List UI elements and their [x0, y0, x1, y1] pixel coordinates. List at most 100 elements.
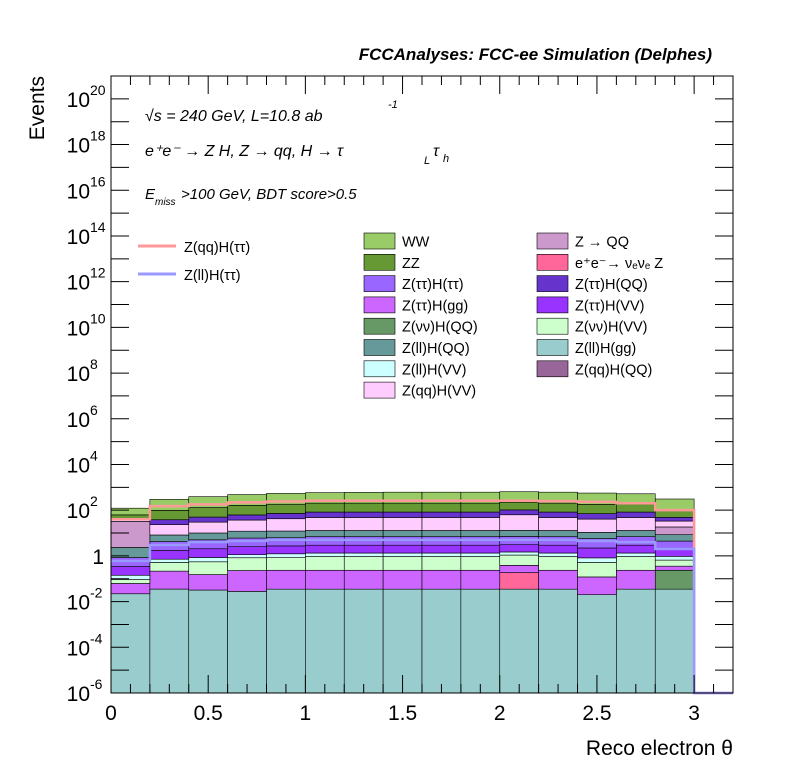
bar-ZtautauHVV-1	[149, 550, 190, 560]
bar-ZZ-3	[227, 505, 267, 516]
y-tick-exponent: 20	[90, 82, 106, 98]
bar-ZllHQQ-13	[616, 530, 656, 537]
bar-ZtautauHVV-5	[305, 544, 345, 554]
legend-label-ZtautauHgg: Z(ττ)H(gg)	[402, 298, 468, 314]
bar-ZllHVV-7	[382, 552, 423, 557]
bar-ZqqHVV-2	[188, 521, 228, 534]
bar-ZZ-7	[382, 502, 423, 513]
legend-swatch-ZtautauHQQ	[536, 275, 569, 292]
legend-swatch-ZtautauHgg	[363, 296, 396, 314]
bar-ZtautauHVV-0	[110, 566, 151, 576]
bar-ZZ-12	[577, 504, 617, 514]
y-tick-label: 10	[67, 89, 90, 112]
legend-label-ZllHgg: Z(ll)H(gg)	[575, 341, 636, 357]
bar-ZllHQQ-8	[421, 530, 462, 537]
bar-ZtautauHVV-8	[421, 544, 462, 554]
bar-ZllHVV-4	[266, 553, 306, 558]
y-tick-label: 10	[67, 363, 90, 386]
y-tick-exponent: -2	[90, 585, 103, 601]
bar-ZtautauHgg-13	[616, 569, 656, 590]
bar-ZtautauHQQ-2	[188, 516, 228, 523]
x-tick-label: 3	[688, 702, 700, 725]
y-tick-exponent: 10	[90, 310, 106, 326]
annotation-line3: E miss >100 GeV, BDT score>0.5	[145, 186, 357, 208]
y-tick-exponent: 18	[90, 128, 106, 144]
bar-ZtautauHQQ-14	[654, 517, 695, 522]
legend-swatch-ZllHQQ	[363, 339, 396, 356]
bar-ZtautauHgg-0	[110, 583, 151, 595]
bar-WW-1	[149, 499, 190, 511]
cut-text: >100 GeV, BDT score>0.5	[181, 186, 357, 203]
bar-ZllHgg-1	[149, 588, 190, 694]
legend-swatch-ZqqHVV	[363, 381, 396, 399]
bar-ZtautauHQQ-13	[616, 511, 656, 518]
signal-lines	[111, 499, 733, 695]
y-tick-exponent: 4	[90, 447, 98, 463]
y-tick-exponent: 2	[90, 493, 98, 509]
tau-h-symbol: τ	[433, 143, 440, 160]
bar-ZllHgg-8	[421, 588, 462, 694]
x-tick-label: 1	[300, 702, 312, 725]
annotation-line1: √s = 240 GeV, L=10.8 ab -1	[145, 99, 398, 125]
y-tick-exponent: 6	[90, 402, 98, 418]
bar-ZllHgg-3	[227, 591, 267, 694]
legend-label-WW: WW	[402, 235, 430, 251]
bar-ZllHQQ-6	[343, 530, 384, 537]
bar-ZtautauHgg-3	[227, 570, 267, 592]
bar-ZvvHVV-11	[538, 556, 578, 571]
bar-ZvvHVV-1	[149, 562, 190, 572]
bar-ZtautauHgg-11	[538, 569, 578, 590]
legend-label-Z_QQ: Z → QQ	[575, 235, 629, 251]
bar-ZZ-9	[460, 502, 501, 513]
x-tick-label: 2	[494, 702, 506, 725]
legend-label-ZtautauHQQ: Z(ττ)H(QQ)	[575, 277, 648, 293]
bar-ZvvHVV-2	[188, 561, 228, 575]
x-tick-label: 0.5	[194, 702, 223, 725]
bar-ZtautauHtautau-3	[227, 537, 267, 547]
y-axis-label: Events	[26, 76, 49, 140]
bar-ZtautauHQQ-3	[227, 514, 267, 521]
y-tick-label: 10	[67, 180, 90, 203]
bar-ZqqHVV-10	[499, 514, 539, 531]
bar-ZllHQQ-7	[382, 530, 423, 537]
bar-ZvvHQQ-14	[654, 569, 695, 590]
bar-ZqqHVV-7	[382, 517, 423, 531]
y-tick-label: 1	[92, 546, 104, 569]
bar-ZvvHVV-4	[266, 557, 306, 571]
y-tick-label: 10	[67, 592, 90, 615]
bar-ZZ-4	[266, 503, 306, 514]
y-tick-label: 10	[67, 409, 90, 432]
bar-ZqqHVV-13	[616, 517, 656, 531]
bar-ZtautauHgg-1	[149, 570, 190, 590]
bar-ZqqHVV-3	[227, 519, 267, 532]
y-tick-exponent: 12	[90, 265, 106, 281]
bar-ZllHgg-6	[343, 588, 384, 694]
bar-WW-2	[188, 496, 228, 508]
bar-ZllHgg-13	[616, 588, 656, 694]
svg-text:√s = 240 GeV, L=10.8 ab: √s = 240 GeV, L=10.8 ab	[145, 108, 323, 125]
legend-swatch-ZvvHVV	[536, 317, 569, 335]
bar-ZZ-6	[343, 502, 384, 513]
y-tick-label: 10	[67, 317, 90, 340]
bar-ZZ-2	[188, 507, 228, 518]
x-tick-label: 1.5	[388, 702, 417, 725]
bar-ZvvHVV-3	[227, 557, 267, 571]
annotation-line2: e⁺e⁻ → Z H, Z → qq, H → τ L τ h	[145, 143, 449, 167]
bar-ZZ-11	[538, 502, 578, 513]
legend-swatch-ZllHVV	[363, 360, 396, 378]
bar-ZllHgg-11	[538, 588, 578, 694]
bar-ZtautauHgg-14	[654, 565, 695, 571]
bar-ZllHVV-5	[305, 552, 345, 557]
bar-eeZ-10	[499, 572, 539, 590]
bar-ZvvHVV-12	[577, 562, 617, 578]
bar-WW-14	[654, 498, 695, 510]
bar-ZllHVV-6	[343, 552, 384, 557]
y-tick-label: 10	[67, 135, 90, 158]
legend-label-ZZ: ZZ	[402, 256, 420, 272]
y-tick-exponent: 14	[90, 219, 106, 235]
bar-ZllHgg-10	[499, 588, 539, 694]
bar-ZtautauHVV-2	[188, 548, 228, 558]
y-tick-label: 10	[67, 454, 90, 477]
legend-label-ZvvHVV: Z(νν)H(VV)	[575, 320, 648, 336]
legend-label-sig_ll: Z(ll)H(ττ)	[184, 268, 241, 284]
